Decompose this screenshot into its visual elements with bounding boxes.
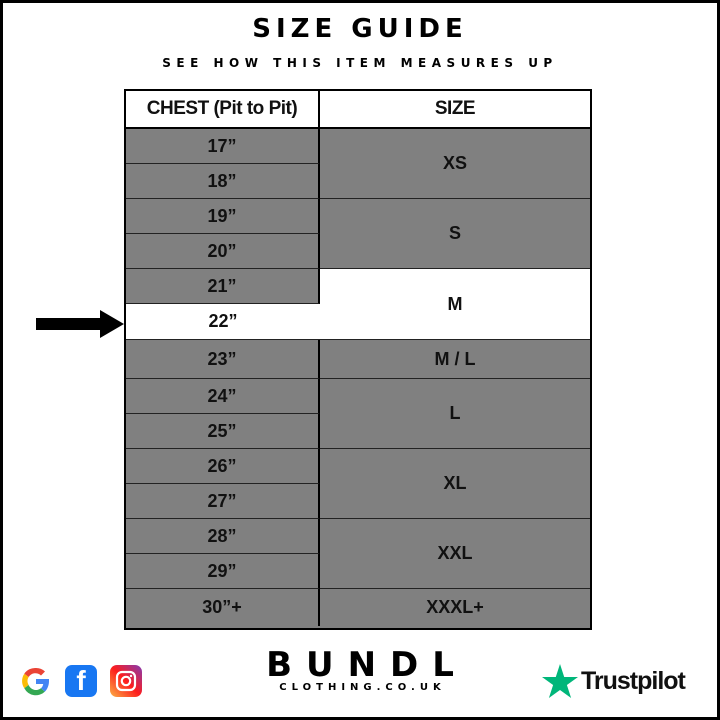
chest-cell: 25” (126, 414, 320, 449)
chest-cell: 24” (126, 379, 320, 414)
chest-cell: 17” (126, 129, 320, 164)
chest-cell: 18” (126, 164, 320, 199)
brand-logo: BUNDL (266, 645, 468, 685)
page-title: SIZE GUIDE (252, 14, 468, 44)
instagram-icon[interactable] (110, 665, 142, 697)
size-cell: S (320, 199, 590, 269)
chest-cell: 28” (126, 519, 320, 554)
size-table: CHEST (Pit to Pit) SIZE 17” 18” 19” 20” 21” 2… (124, 89, 592, 630)
trustpilot-label: Trustpilot (581, 666, 686, 695)
google-icon[interactable] (20, 665, 52, 697)
social-icons: f (20, 665, 142, 697)
chest-cell: 20” (126, 234, 320, 269)
size-cell: M / L (320, 340, 590, 379)
column-header-chest: CHEST (Pit to Pit) (126, 91, 320, 129)
chest-cell: 29” (126, 554, 320, 589)
chest-cell: 22” (126, 304, 320, 340)
brand-domain: CLOTHING.CO.UK (279, 682, 446, 693)
size-cell: M (320, 269, 590, 340)
size-cell: XXL (320, 519, 590, 589)
arrow-right-icon (36, 310, 124, 338)
chest-cell: 27” (126, 484, 320, 519)
trustpilot-logo[interactable]: Trustpilot (542, 664, 686, 698)
size-cell: XS (320, 129, 590, 199)
size-cell: XXXL+ (320, 589, 590, 626)
facebook-icon[interactable]: f (65, 665, 97, 697)
chest-cell: 23” (126, 340, 320, 379)
size-cell: L (320, 379, 590, 449)
column-header-size: SIZE (320, 91, 590, 129)
chest-cell: 19” (126, 199, 320, 234)
page-subtitle: SEE HOW THIS ITEM MEASURES UP (162, 56, 558, 70)
star-icon (542, 664, 578, 698)
size-cell: XL (320, 449, 590, 519)
chest-cell: 26” (126, 449, 320, 484)
chest-cell: 30”+ (126, 589, 320, 626)
chest-cell: 21” (126, 269, 320, 304)
